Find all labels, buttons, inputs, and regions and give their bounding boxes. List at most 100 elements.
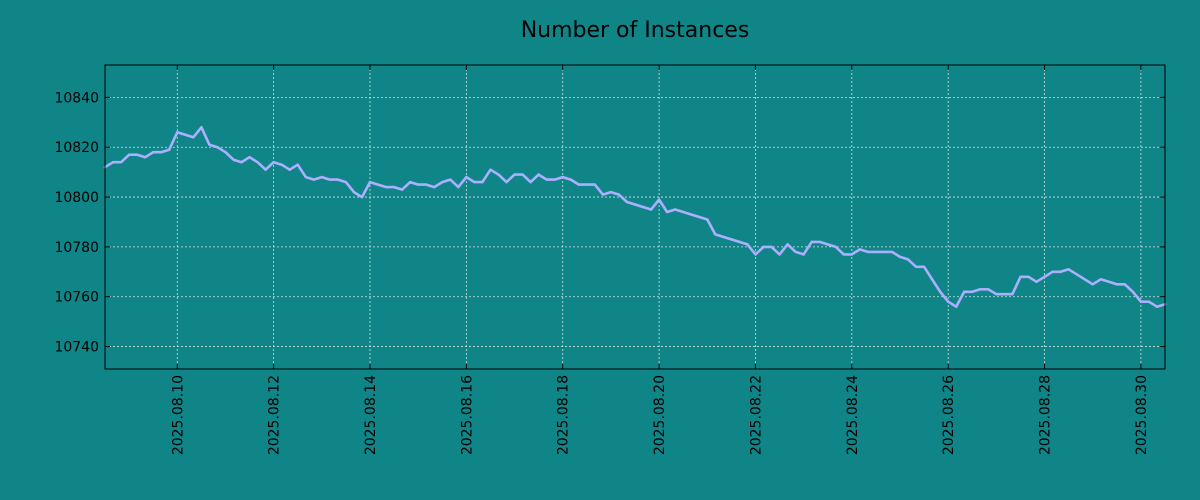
data-point [770,245,773,249]
data-point [280,163,283,166]
data-point [698,215,701,219]
data-point [304,175,307,179]
y-tick-label: 10800 [54,190,99,206]
data-point [409,180,412,184]
data-point [866,250,870,254]
data-point [682,210,685,214]
x-tick-label: 2025.08.30 [1134,375,1150,455]
data-point [417,183,420,186]
x-tick-label: 2025.08.26 [941,375,957,455]
y-tick-label: 10740 [54,340,99,356]
data-point [1035,280,1038,283]
data-point [738,240,741,244]
x-tick-label: 2025.08.16 [459,375,475,455]
data-point [144,156,147,159]
data-point [1147,300,1151,303]
data-point [449,178,452,181]
data-point [553,178,556,181]
data-point [457,185,460,189]
data-point [762,245,765,249]
y-tick-label: 10840 [54,90,99,106]
data-point [344,180,348,184]
data-point [529,180,532,184]
data-point [216,146,219,149]
data-point [1011,293,1014,296]
series-group [103,126,1167,309]
data-point [842,253,845,256]
data-point [561,175,564,179]
data-point [208,143,211,146]
x-tick-label: 2025.08.20 [652,375,668,455]
x-tick-label: 2025.08.18 [556,375,572,455]
data-point [577,183,580,186]
data-point [481,180,484,184]
data-point [633,203,637,206]
data-point [505,180,508,184]
data-point [810,240,813,244]
x-axis: 2025.08.10 2025.08.12 2025.08.14 2025.08.16… [170,65,1150,455]
axes-frame [104,64,1166,370]
y-tick-label: 10820 [54,140,99,156]
data-point [930,278,934,281]
data-point [489,168,492,171]
x-tick-label: 2025.08.10 [170,375,186,455]
data-point [368,180,372,184]
data-point [256,161,259,164]
data-point [947,300,950,303]
data-point [1075,273,1078,276]
data-point [1083,278,1086,281]
data-point [1091,283,1094,286]
data-point [312,178,315,181]
data-point [882,250,886,254]
data-point [441,180,444,184]
x-tick-label: 2025.08.24 [845,375,861,455]
data-point [569,178,572,181]
data-point [1067,268,1070,271]
data-point [328,178,331,181]
data-point [184,133,187,136]
data-point [1051,270,1054,273]
data-point [874,250,878,254]
data-point [497,173,500,176]
data-point [288,168,291,171]
data-point [152,151,155,154]
data-point [537,173,540,176]
data-point [914,265,918,268]
data-point [513,173,516,176]
data-point [898,255,902,259]
data-point [906,258,910,261]
data-point [384,185,388,189]
data-point [1115,283,1119,286]
plot-area [105,65,1165,369]
data-point [376,183,380,186]
data-point [971,290,974,293]
data-point [1099,278,1103,281]
data-point [979,288,982,291]
y-tick-label: 10780 [54,240,99,256]
data-point [818,240,821,244]
data-point [360,195,364,199]
data-point [224,151,227,154]
data-point [240,161,243,164]
data-point [593,183,596,186]
data-point [176,131,179,134]
data-point [200,126,203,129]
data-point [850,253,853,256]
data-point [160,151,163,154]
data-point [1027,275,1030,278]
y-tick-label: 10760 [54,290,99,306]
data-point [1059,270,1062,273]
data-point [714,233,717,236]
data-point [802,253,805,256]
data-point [987,288,990,291]
data-point [922,265,926,268]
data-point [1003,293,1006,296]
data-point [746,243,749,246]
y-axis: 10740 10760 10780 10800 10820 10840 [54,90,1165,356]
data-point [1107,280,1111,283]
data-point [585,183,588,186]
data-point [858,248,861,251]
data-point [890,250,894,254]
data-point [1019,275,1022,278]
